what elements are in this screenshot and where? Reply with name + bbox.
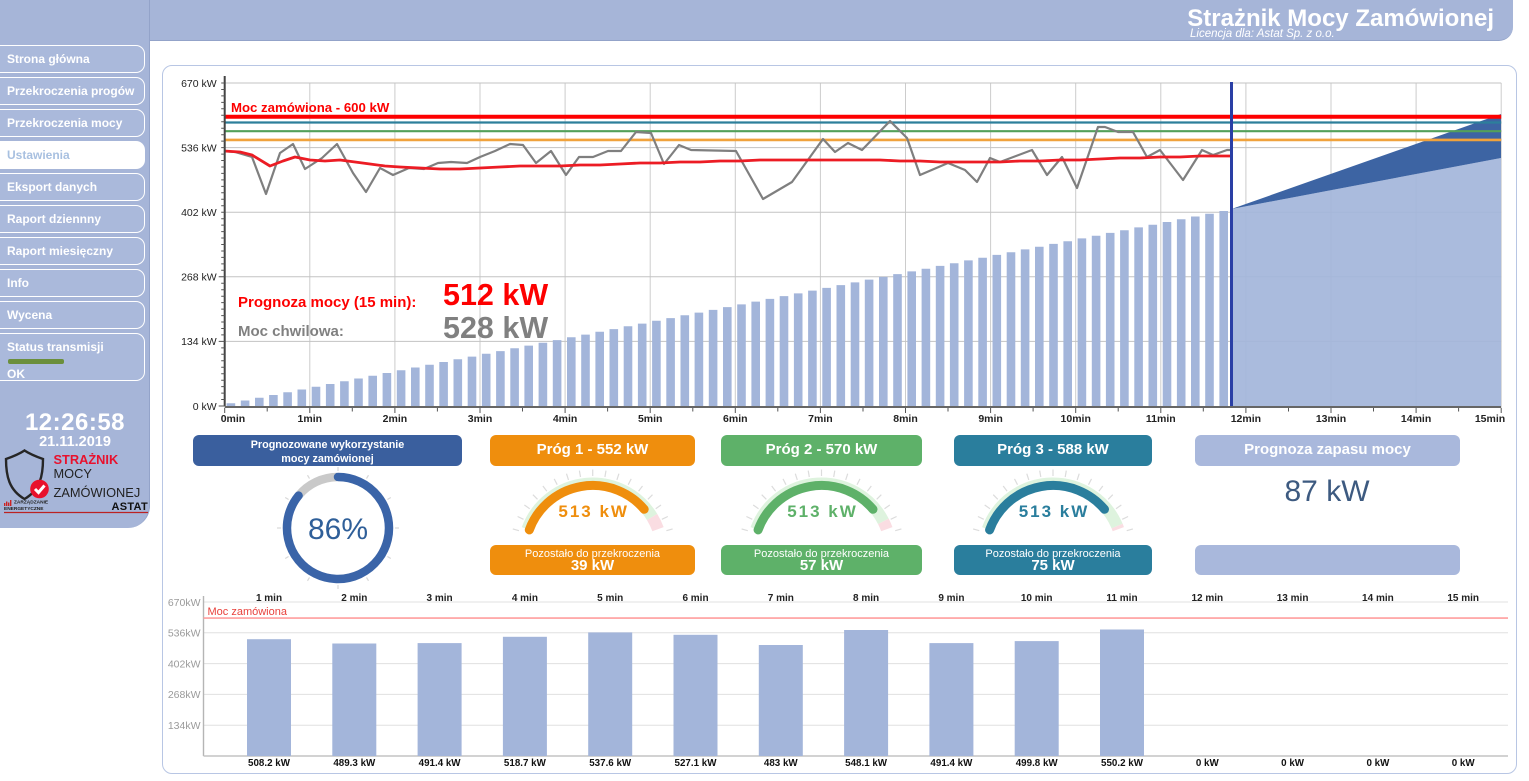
svg-text:ASTAT: ASTAT — [111, 501, 148, 513]
svg-text:ZARZĄDZANIE: ZARZĄDZANIE — [14, 500, 49, 506]
svg-text:ENERGETYCZNE: ENERGETYCZNE — [4, 506, 44, 512]
svg-text:MOCY: MOCY — [54, 466, 93, 481]
svg-text:STRAŻNIK: STRAŻNIK — [54, 452, 119, 467]
svg-text:ZAMÓWIONEJ: ZAMÓWIONEJ — [54, 485, 141, 500]
